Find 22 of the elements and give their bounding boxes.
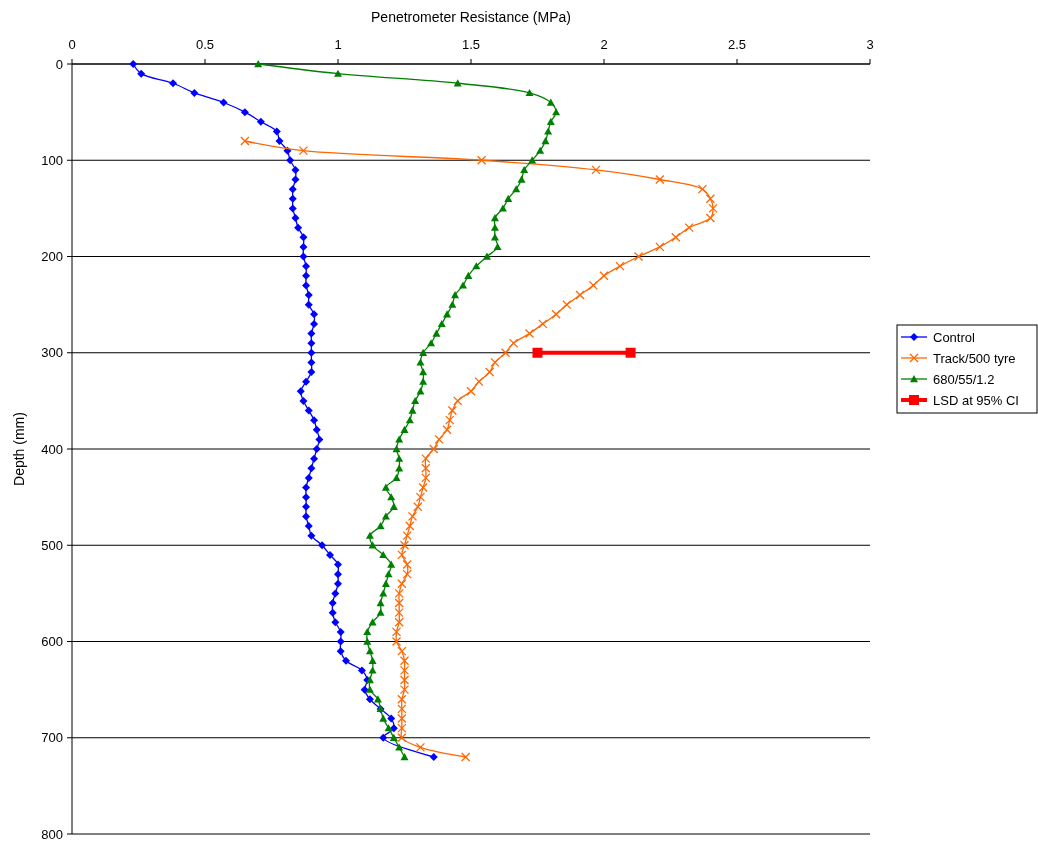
- x-tick-label: 0: [68, 37, 76, 52]
- y-tick-label: 500: [41, 537, 63, 553]
- legend-label: LSD at 95% CI: [933, 393, 1019, 408]
- y-tick-label: 100: [41, 152, 63, 168]
- y-tick-label: 400: [41, 441, 63, 457]
- x-tick-label: 3: [866, 37, 874, 52]
- x-tick-label: 2.5: [727, 37, 747, 52]
- legend-label: Control: [933, 330, 976, 345]
- legend-label: 680/55/1.2: [933, 372, 995, 387]
- y-tick-label: 200: [41, 249, 63, 264]
- y-tick-label: 300: [41, 345, 63, 361]
- x-tick-label: 1.5: [461, 37, 481, 52]
- legend-label: Track/500 tyre: [933, 351, 1016, 366]
- x-tick-label: 2: [600, 37, 608, 52]
- y-tick-label: 600: [41, 634, 63, 649]
- x-tick-label: 1: [334, 37, 342, 52]
- x-tick-label: 0.5: [195, 37, 215, 52]
- y-axis-title: Depth (mm): [11, 412, 27, 486]
- x-axis-title: Penetrometer Resistance (MPa): [371, 9, 571, 25]
- y-tick-label: 700: [41, 730, 63, 746]
- y-tick-label: 0: [55, 56, 63, 72]
- y-tick-label: 800: [41, 826, 63, 841]
